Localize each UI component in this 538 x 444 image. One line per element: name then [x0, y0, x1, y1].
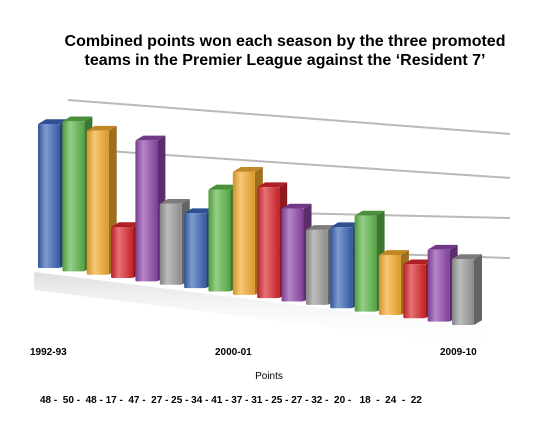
bar-top	[452, 254, 482, 259]
bar-front	[330, 227, 353, 309]
bar-front	[305, 229, 328, 305]
chart-title: Combined points won each season by the t…	[64, 33, 506, 69]
bar-front	[135, 140, 158, 282]
bar-top	[111, 222, 142, 228]
bar-front	[184, 213, 207, 289]
bar-top	[281, 203, 312, 209]
x-tick-label-last: 2009-10	[440, 347, 477, 358]
floor-shadow	[34, 272, 486, 347]
x-tick-label-first: 1992-93	[30, 347, 67, 358]
bar-top	[86, 125, 117, 131]
bar-top	[232, 167, 263, 172]
bar-top	[330, 222, 361, 228]
bar-top	[62, 116, 93, 122]
values-caption: 48 - 50 - 48 - 17 - 47 - 27 - 25 - 34 - …	[40, 395, 422, 406]
bar-top	[208, 184, 239, 190]
x-tick-label-middle: 2000-01	[215, 347, 252, 358]
x-axis-label: Points	[255, 371, 283, 382]
bar-top	[378, 250, 409, 255]
bar-front	[86, 130, 109, 275]
bar-top	[354, 210, 385, 216]
bar-front	[62, 121, 85, 272]
bar-front	[111, 227, 134, 279]
bar-top	[159, 198, 190, 204]
bar-front	[281, 208, 304, 302]
bar-front	[38, 124, 60, 268]
bar-front	[403, 264, 426, 319]
bar-1994-95	[86, 125, 117, 275]
bar-top	[305, 225, 336, 230]
bar-front	[257, 187, 280, 299]
bar-front	[354, 215, 377, 312]
bar-top	[403, 259, 434, 265]
bar-top	[257, 182, 288, 188]
bar-front	[232, 171, 255, 295]
bar-top	[427, 244, 458, 250]
bar-front	[208, 189, 231, 292]
bar-2009-10	[452, 254, 482, 325]
grid-line	[67, 99, 511, 135]
bar-top	[184, 208, 215, 214]
bar-side	[474, 254, 482, 325]
bar-top	[135, 135, 166, 141]
bar-front	[378, 254, 401, 315]
bar-front	[159, 203, 182, 285]
bar-front	[427, 249, 450, 322]
bar-front	[452, 259, 474, 325]
bar-top	[38, 119, 68, 124]
bars	[34, 116, 486, 347]
